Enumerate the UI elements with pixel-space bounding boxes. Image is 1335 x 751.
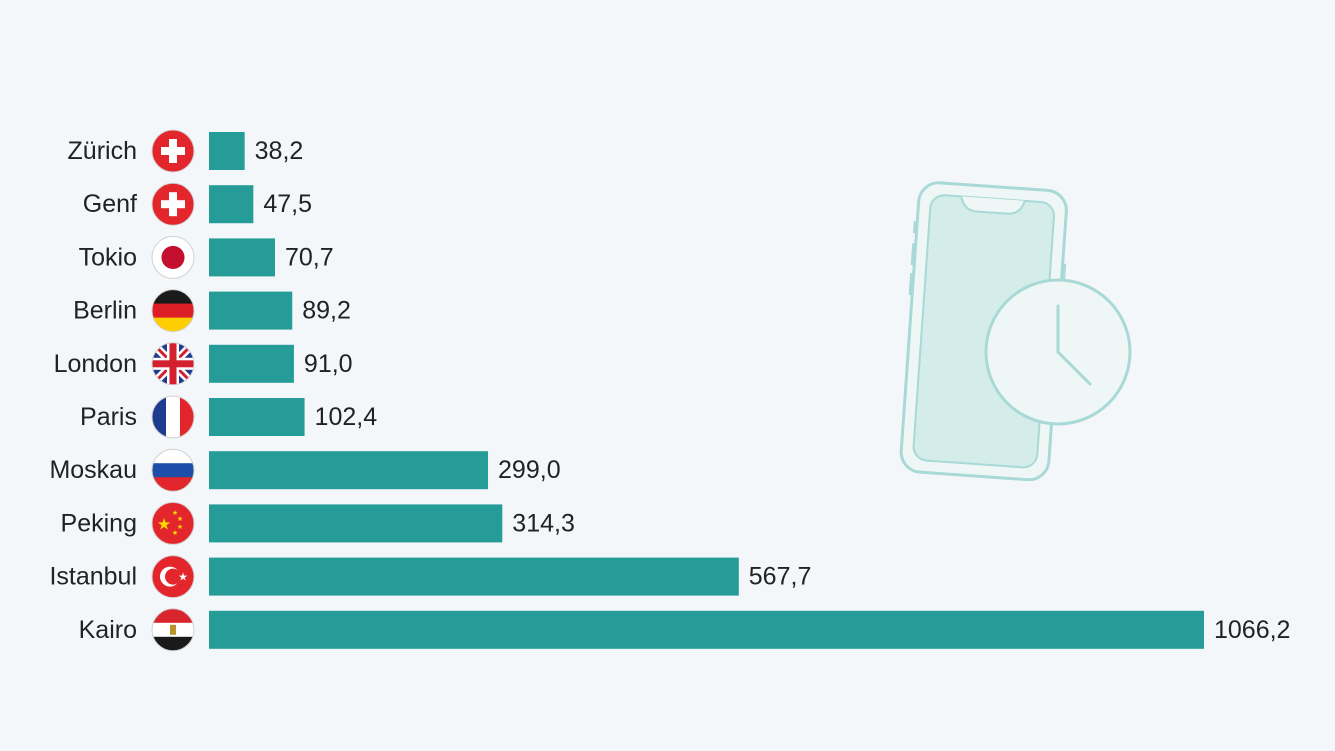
category-label: Paris bbox=[80, 403, 137, 431]
value-label: 47,5 bbox=[263, 190, 312, 218]
value-label: 38,2 bbox=[255, 137, 304, 165]
bar bbox=[209, 451, 489, 490]
bar-row: Zürich 38,2 bbox=[68, 129, 304, 173]
bar-row: Tokio 70,7 bbox=[79, 235, 334, 279]
germany-flag bbox=[151, 289, 195, 333]
bar bbox=[209, 344, 294, 383]
uk-flag bbox=[151, 342, 195, 386]
value-label: 1066,2 bbox=[1214, 616, 1290, 644]
switzerland-flag bbox=[151, 129, 195, 173]
bar-row: Berlin 89,2 bbox=[73, 289, 351, 333]
category-label: Berlin bbox=[73, 297, 137, 325]
chart-rows: Zürich 38,2 Genf 47,5 Tokio 70,7 Berlin 89,2 Lon… bbox=[49, 129, 1290, 652]
svg-text:★: ★ bbox=[178, 572, 188, 584]
bar bbox=[209, 291, 293, 330]
svg-text:★: ★ bbox=[172, 529, 178, 537]
value-label: 91,0 bbox=[304, 350, 353, 378]
france-flag bbox=[151, 395, 195, 439]
value-label: 89,2 bbox=[302, 297, 351, 325]
bar bbox=[209, 185, 254, 224]
bar-row: Genf 47,5 bbox=[83, 182, 312, 226]
svg-text:★: ★ bbox=[172, 509, 178, 517]
egypt-flag bbox=[151, 608, 195, 652]
category-label: Moskau bbox=[49, 456, 137, 484]
category-label: Istanbul bbox=[49, 563, 137, 591]
bar-row: Istanbul ★ 567,7 bbox=[49, 555, 812, 599]
svg-text:★: ★ bbox=[157, 517, 171, 534]
clock-icon bbox=[984, 278, 1132, 426]
category-label: Genf bbox=[83, 190, 137, 218]
bar-row: Moskau 299,0 bbox=[49, 448, 561, 492]
bar-row: Peking ★★★★★ 314,3 bbox=[61, 501, 575, 545]
category-label: Tokio bbox=[79, 243, 137, 271]
china-flag: ★★★★★ bbox=[151, 501, 195, 545]
switzerland-flag bbox=[151, 182, 195, 226]
bar bbox=[209, 398, 305, 436]
svg-text:★: ★ bbox=[177, 523, 183, 531]
bar-row: Kairo 1066,2 bbox=[79, 608, 1290, 652]
turkey-flag: ★ bbox=[151, 555, 195, 599]
value-label: 314,3 bbox=[512, 509, 575, 537]
bar bbox=[209, 238, 275, 277]
value-label: 70,7 bbox=[285, 243, 334, 271]
value-label: 567,7 bbox=[749, 563, 812, 591]
value-label: 102,4 bbox=[315, 403, 378, 431]
bar-row: London 91,0 bbox=[54, 342, 353, 386]
category-label: London bbox=[54, 350, 137, 378]
russia-flag bbox=[151, 448, 195, 492]
japan-flag bbox=[151, 235, 195, 279]
bar bbox=[209, 132, 245, 170]
bar-row: Paris 102,4 bbox=[80, 395, 378, 439]
bar bbox=[209, 610, 1204, 649]
category-label: Zürich bbox=[68, 137, 137, 165]
bar bbox=[209, 557, 739, 596]
bar bbox=[209, 504, 503, 543]
svg-text:★: ★ bbox=[177, 515, 183, 523]
category-label: Kairo bbox=[79, 616, 137, 644]
value-label: 299,0 bbox=[498, 456, 561, 484]
category-label: Peking bbox=[61, 509, 137, 537]
phone-clock-illustration bbox=[899, 181, 1132, 482]
